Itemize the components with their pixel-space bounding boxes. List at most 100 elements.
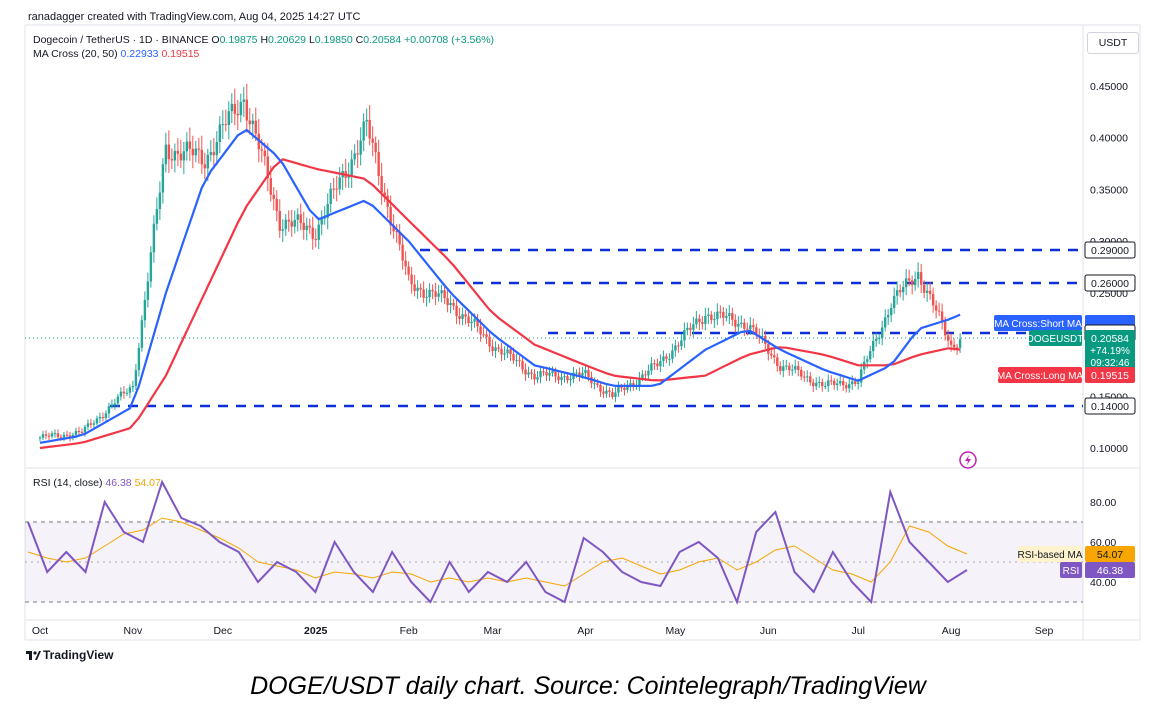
candle-body: [89, 423, 93, 425]
candle-body: [335, 188, 338, 190]
candle-body: [242, 99, 245, 102]
time-axis[interactable]: Oct Nov Dec 2025 Feb Mar Apr May Jun Jul Aug Sep: [32, 625, 1054, 637]
candle-body: [794, 366, 797, 370]
candle-body: [949, 340, 953, 345]
candle-body: [251, 120, 254, 125]
candle-body: [404, 260, 407, 267]
candle-body: [581, 373, 584, 376]
symbol-legend: Dogecoin / TetherUS · 1D · BINANCE O0.19…: [33, 34, 494, 46]
candle-body: [431, 289, 434, 292]
candle-body: [548, 373, 551, 376]
candle-body: [883, 317, 887, 328]
candle-body: [95, 418, 99, 424]
ma-short-line[interactable]: [39, 128, 961, 444]
candle-body: [536, 377, 539, 380]
candle-body: [833, 380, 836, 385]
candle-body: [56, 433, 60, 437]
candle-body: [59, 436, 63, 438]
candle-body: [812, 382, 815, 387]
time-tick-label: Jul: [851, 625, 864, 637]
candle-body: [329, 188, 332, 204]
candle-body: [482, 334, 485, 336]
candle-body: [365, 119, 368, 122]
candle-body: [713, 319, 716, 321]
candle-body: [512, 354, 515, 361]
candle-body: [695, 318, 698, 325]
bolt-icon[interactable]: [959, 451, 977, 469]
candle-body: [710, 314, 713, 321]
candle-body: [98, 416, 102, 419]
candle-body: [500, 348, 503, 355]
candle-body: [671, 350, 674, 359]
rsi-ma-line[interactable]: [27, 517, 968, 587]
candle-body: [830, 380, 833, 382]
candle-body: [569, 378, 572, 381]
candle-body: [443, 290, 446, 299]
candle-body: [539, 371, 542, 378]
candle-body: [668, 358, 671, 360]
candle-body: [440, 290, 443, 294]
candle-body: [452, 302, 455, 306]
candle-body: [62, 434, 66, 438]
rsi-line[interactable]: [27, 479, 968, 606]
candle-body: [293, 219, 296, 227]
candle-body: [143, 299, 147, 321]
tradingview-logo-text[interactable]: TradingView: [43, 648, 114, 662]
candle-body: [272, 194, 275, 199]
candle-body: [371, 138, 374, 143]
ma-long-tag: 0.19515: [1091, 370, 1129, 382]
candle-body: [239, 101, 242, 116]
candle-body: [824, 386, 827, 388]
candle-body: [638, 377, 641, 386]
level-tag-0260-bg: [1084, 274, 1136, 292]
candle-body: [434, 291, 437, 297]
rsi-ma-label-box: [1018, 546, 1082, 562]
candle-body: [518, 360, 521, 362]
candle-body: [278, 210, 281, 231]
ohlc-change: +0.00708 (+3.56%): [404, 34, 495, 46]
level-tag-0290: 0.29000: [1091, 245, 1129, 257]
candle-body: [898, 290, 902, 293]
ma-indicator-name[interactable]: MA Cross (20, 50): [33, 48, 118, 60]
candle-body: [740, 322, 743, 324]
candle-body: [209, 152, 213, 155]
candle-body: [158, 192, 162, 210]
candle-body: [692, 324, 695, 330]
candle-body: [317, 224, 320, 240]
candle-body: [410, 274, 413, 285]
candle-body: [515, 360, 518, 362]
candle-body: [755, 327, 758, 336]
candle-body: [734, 319, 737, 327]
candle-body: [599, 384, 602, 392]
candle-body: [931, 293, 935, 306]
candle-body: [860, 369, 863, 383]
candle-body: [236, 113, 239, 116]
candle-body: [614, 392, 617, 397]
candle-body: [895, 290, 899, 296]
candle-body: [647, 370, 650, 376]
candle-body: [368, 119, 371, 139]
candle-body: [904, 278, 908, 288]
rsi-ma-label: RSI-based MA: [1017, 550, 1082, 561]
symbol-name[interactable]: Dogecoin / TetherUS · 1D · BINANCE: [33, 34, 209, 46]
candle-body: [851, 381, 854, 385]
candle-body: [743, 322, 746, 329]
candle-body: [704, 316, 707, 324]
candle-body: [554, 371, 557, 377]
currency-button[interactable]: USDT: [1087, 32, 1139, 54]
candle-body: [233, 103, 237, 114]
rsi-label: RSI: [1063, 566, 1080, 577]
rsi-indicator-name[interactable]: RSI (14, close): [33, 477, 103, 489]
rsi-legend: RSI (14, close) 46.38 54.07: [33, 477, 161, 489]
candle-body: [446, 298, 449, 306]
candle-body: [149, 252, 153, 282]
ma-long-line[interactable]: [39, 158, 961, 450]
price-tick-label: 0.40000: [1090, 133, 1128, 145]
candle-body: [164, 144, 168, 165]
candle-body: [74, 430, 78, 435]
candle-body: [839, 381, 842, 384]
candle-body: [377, 151, 380, 176]
candle-body: [287, 219, 290, 222]
candle-body: [461, 314, 464, 319]
